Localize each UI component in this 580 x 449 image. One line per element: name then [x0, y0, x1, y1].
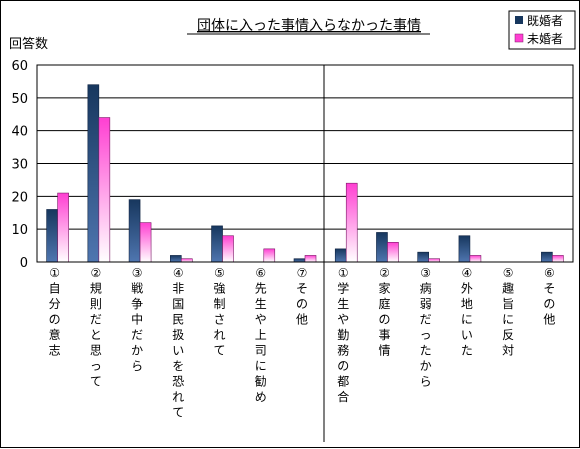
legend-label-unmarried: 未婚者 [527, 32, 563, 46]
category-label-9: ② 家庭の事情 [378, 266, 390, 358]
plot-area-border [36, 64, 574, 263]
category-label-8: ① 学生や勤務の都合 [337, 266, 349, 404]
category-label-11: ④ 外地にいた [461, 266, 473, 358]
bar-married-3 [128, 199, 141, 263]
y-tick-label-30: 30 [11, 158, 28, 173]
bar-unmarried-1 [57, 192, 69, 263]
bar-unmarried-8 [345, 182, 358, 263]
category-label-13: ⑥ その他 [543, 266, 555, 327]
bar-married-10 [417, 251, 429, 263]
y-tick-label-60: 60 [11, 59, 28, 74]
category-label-2: ② 規則だと思って [90, 266, 102, 389]
category-label-10: ③ 病弱だったから [420, 266, 432, 389]
bar-married-1 [46, 209, 58, 263]
bar-unmarried-9 [387, 242, 399, 263]
y-axis-label: 回答数 [9, 36, 48, 52]
category-label-4: ④ 非国民扱いを恐れて [172, 266, 184, 420]
y-tick-label-40: 40 [11, 125, 28, 140]
bar-unmarried-13 [552, 255, 564, 263]
category-label-12: ⑤ 趣旨に反対 [502, 266, 514, 358]
bar-unmarried-5 [222, 235, 234, 263]
legend-swatch-unmarried [514, 33, 524, 43]
bar-unmarried-6 [263, 248, 276, 263]
y-tick-label-10: 10 [11, 223, 28, 238]
bar-married-13 [541, 251, 553, 263]
bar-married-4 [170, 255, 182, 263]
category-label-6: ⑥ 先生や上司に勧め [255, 266, 267, 404]
chart-title: 団体に入った事情入らなかった事情 [197, 18, 421, 34]
category-labels: ① 自分の意志 ② 規則だと思って ③ 戦争中だから ④ 非国民扱いを恐れて ⑤ 強制されて ⑥ 先生… [49, 266, 556, 420]
legend-swatch-married [515, 16, 523, 24]
y-tick-label-0: 0 [20, 256, 28, 271]
bars [46, 84, 564, 263]
category-label-7: ⑦ その他 [296, 266, 308, 327]
y-tick-label-50: 50 [11, 92, 28, 107]
category-label-1: ① 自分の意志 [49, 266, 61, 358]
bar-unmarried-2 [98, 117, 111, 263]
category-label-3: ③ 戦争中だから [131, 266, 143, 373]
gridlines [37, 97, 573, 230]
bar-unmarried-3 [139, 222, 152, 263]
legend: 既婚者 未婚者 [508, 10, 576, 50]
bar-married-8 [334, 248, 347, 263]
bar-married-11 [458, 235, 471, 263]
y-tick-labels: 0 10 20 30 40 50 60 [11, 59, 28, 271]
legend-label-married: 既婚者 [527, 14, 563, 28]
bar-married-9 [376, 232, 388, 263]
y-tick-label-20: 20 [11, 190, 28, 205]
bar-married-5 [211, 225, 223, 263]
bar-married-2 [87, 84, 100, 263]
bar-unmarried-7 [304, 255, 317, 263]
category-label-5: ⑤ 強制されて [214, 266, 226, 358]
bar-unmarried-11 [469, 255, 482, 263]
